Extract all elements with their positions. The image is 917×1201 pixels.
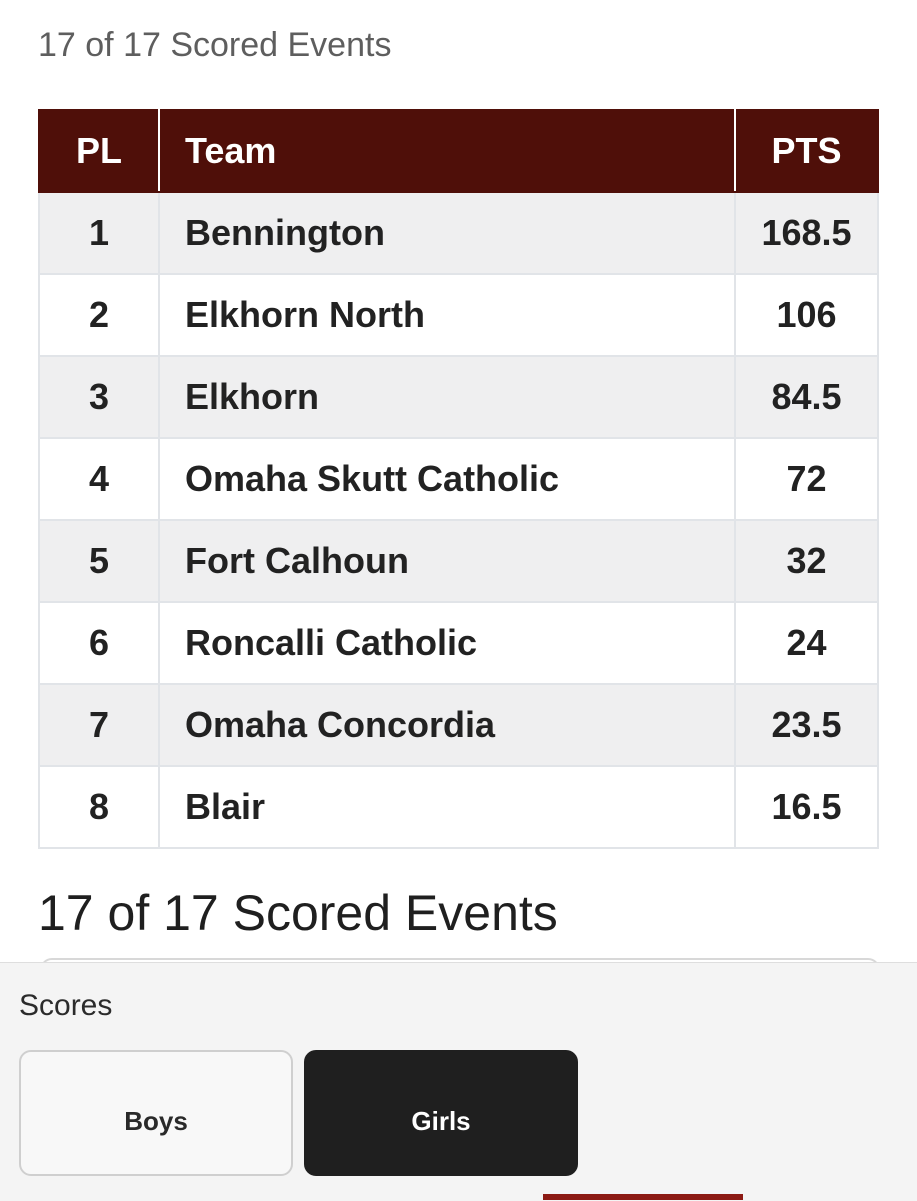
table-row: 2 Elkhorn North 106 — [38, 273, 879, 357]
team-cell: Omaha Concordia — [158, 683, 736, 767]
team-cell: Omaha Skutt Catholic — [158, 437, 736, 521]
place-cell: 5 — [38, 519, 160, 603]
team-cell: Blair — [158, 765, 736, 849]
team-cell: Elkhorn — [158, 355, 736, 439]
column-header-team[interactable]: Team — [158, 109, 736, 193]
place-cell: 3 — [38, 355, 160, 439]
table-row: 3 Elkhorn 84.5 — [38, 355, 879, 439]
team-cell: Elkhorn North — [158, 273, 736, 357]
table-row: 1 Bennington 168.5 — [38, 191, 879, 275]
boys-button[interactable]: Boys — [19, 1050, 293, 1176]
scores-label: Scores — [19, 989, 113, 1022]
points-cell: 106 — [734, 273, 879, 357]
team-cell: Roncalli Catholic — [158, 601, 736, 685]
table-header-row: PL Team PTS — [38, 109, 879, 193]
points-cell: 72 — [734, 437, 879, 521]
table-row: 8 Blair 16.5 — [38, 765, 879, 849]
table-row: 7 Omaha Concordia 23.5 — [38, 683, 879, 767]
points-cell: 23.5 — [734, 683, 879, 767]
table-row: 4 Omaha Skutt Catholic 72 — [38, 437, 879, 521]
table-row: 6 Roncalli Catholic 24 — [38, 601, 879, 685]
place-cell: 6 — [38, 601, 160, 685]
points-cell: 168.5 — [734, 191, 879, 275]
points-cell: 32 — [734, 519, 879, 603]
team-cell: Bennington — [158, 191, 736, 275]
standings-table: PL Team PTS 1 Bennington 168.5 2 Elkhorn… — [38, 109, 879, 849]
team-cell: Fort Calhoun — [158, 519, 736, 603]
column-header-pl[interactable]: PL — [38, 109, 160, 193]
scores-toggle-panel: Scores Boys Girls — [0, 962, 917, 1201]
place-cell: 7 — [38, 683, 160, 767]
column-header-pts[interactable]: PTS — [734, 109, 879, 193]
place-cell: 1 — [38, 191, 160, 275]
points-cell: 24 — [734, 601, 879, 685]
next-section-heading: 17 of 17 Scored Events — [38, 885, 558, 941]
place-cell: 4 — [38, 437, 160, 521]
table-row: 5 Fort Calhoun 32 — [38, 519, 879, 603]
place-cell: 2 — [38, 273, 160, 357]
accent-strip — [543, 1194, 743, 1200]
girls-button[interactable]: Girls — [304, 1050, 578, 1176]
points-cell: 16.5 — [734, 765, 879, 849]
place-cell: 8 — [38, 765, 160, 849]
scored-events-heading: 17 of 17 Scored Events — [38, 26, 392, 64]
points-cell: 84.5 — [734, 355, 879, 439]
